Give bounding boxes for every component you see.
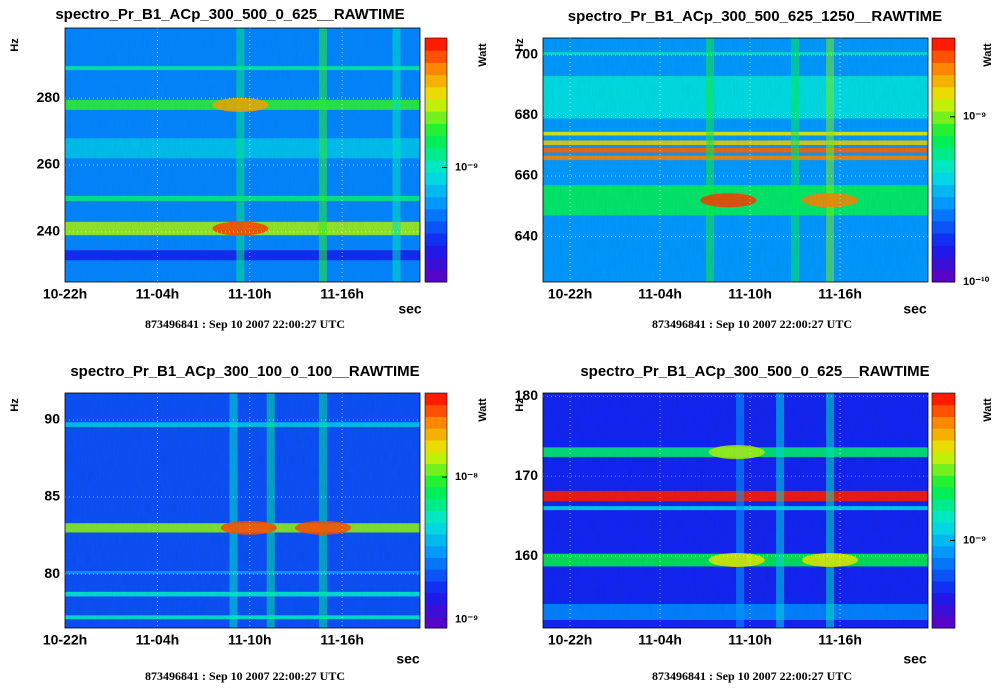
- chart-title: spectro_Pr_B1_ACp_300_500_0_625__RAWTIME: [55, 6, 404, 23]
- y-tick-label: 90: [44, 411, 60, 427]
- y-tick-label: 660: [515, 167, 539, 183]
- y-tick-label: 260: [37, 156, 61, 172]
- y-tick-label: 160: [515, 547, 539, 563]
- colorbar-label: Watt: [477, 43, 489, 67]
- heatmap-panel: 160 170 180 10-22h 11-04h 11-10h 11-16h 10⁻⁹ spe…: [514, 363, 994, 683]
- y-tick-label: 170: [515, 467, 539, 483]
- footnote: 873496841 : Sep 10 2007 22:00:27 UTC: [652, 669, 852, 683]
- colorbar-frame: [931, 37, 956, 283]
- colorbar-frame: [424, 392, 448, 629]
- x-tick-label: 10-22h: [43, 632, 87, 648]
- x-tick-label: 11-16h: [818, 286, 862, 302]
- chart-title: spectro_Pr_B1_ACp_300_500_625_1250__RAWT…: [568, 8, 942, 25]
- heatmap-panel: 240 260 280 10-22h 11-04h 11-10h 11-16h 10⁻⁹ spe…: [9, 6, 489, 331]
- x-tick-label: 10-22h: [43, 286, 87, 302]
- x-tick-label: 11-10h: [728, 286, 772, 302]
- colorbar-label: Watt: [982, 43, 994, 67]
- y-axis-label: Hz: [9, 38, 21, 52]
- colorbar-tick-label: 10⁻⁹: [455, 161, 478, 173]
- x-tick-label: 11-16h: [320, 632, 364, 648]
- heatmap-panel: 640 660 680 700 10-22h 11-04h 11-10h 11-16h 10⁻⁹…: [514, 8, 994, 331]
- x-tick-label: 11-10h: [728, 632, 772, 648]
- y-tick-label: 80: [44, 565, 60, 581]
- x-tick-label: 11-04h: [638, 632, 682, 648]
- chart-title: spectro_Pr_B1_ACp_300_100_0_100__RAWTIME: [70, 363, 419, 380]
- footnote: 873496841 : Sep 10 2007 22:00:27 UTC: [145, 669, 345, 683]
- plot-frame: [64, 392, 421, 629]
- plot-frame: [64, 27, 421, 283]
- colorbar-label: Watt: [982, 398, 994, 422]
- colorbar-tick-label: 10⁻⁸: [455, 471, 478, 483]
- y-tick-label: 85: [44, 488, 60, 504]
- x-tick-label: 10-22h: [548, 286, 592, 302]
- y-tick-label: 680: [515, 106, 539, 122]
- y-tick-label: 700: [515, 46, 539, 62]
- colorbar-tick-label: 10⁻¹⁰: [963, 276, 990, 288]
- x-tick-label: 11-10h: [228, 286, 272, 302]
- footnote: 873496841 : Sep 10 2007 22:00:27 UTC: [145, 317, 345, 331]
- plot-area: [543, 38, 928, 282]
- colorbar-frame: [931, 392, 956, 629]
- x-tick-label: 10-22h: [548, 632, 592, 648]
- x-tick-label: 11-04h: [136, 632, 180, 648]
- x-tick-label: 11-04h: [136, 286, 180, 302]
- heatmap-panel: 80 85 90 10-22h 11-04h 11-10h 11-16h 10⁻⁸ 10⁻⁹ sp…: [9, 363, 489, 683]
- footnote: 873496841 : Sep 10 2007 22:00:27 UTC: [652, 317, 852, 331]
- y-axis-label: Hz: [514, 398, 526, 412]
- plot-area: [543, 393, 928, 628]
- plot-area: [65, 28, 420, 282]
- plot-frame: [542, 37, 929, 283]
- y-tick-label: 240: [37, 223, 61, 239]
- colorbar-tick-label: 10⁻⁹: [963, 534, 986, 546]
- y-tick-label: 280: [37, 89, 61, 105]
- x-axis-label: sec: [398, 301, 422, 317]
- x-tick-label: 11-04h: [638, 286, 682, 302]
- x-tick-label: 11-16h: [320, 286, 364, 302]
- x-axis-label: sec: [903, 301, 927, 317]
- x-axis-label: sec: [903, 651, 927, 667]
- y-axis-label: Hz: [514, 38, 526, 52]
- plot-frame: [542, 392, 929, 629]
- plot-area: [65, 393, 420, 628]
- colorbar-frame: [424, 37, 448, 283]
- x-tick-label: 11-16h: [818, 632, 862, 648]
- x-axis-label: sec: [396, 651, 420, 667]
- colorbar-label: Watt: [477, 398, 489, 422]
- y-tick-label: 180: [515, 387, 539, 403]
- y-axis-label: Hz: [9, 398, 21, 412]
- colorbar-tick-label: 10⁻⁹: [963, 111, 986, 123]
- x-tick-label: 11-10h: [228, 632, 272, 648]
- y-tick-label: 640: [515, 227, 539, 243]
- colorbar-tick-label: 10⁻⁹: [455, 613, 478, 625]
- chart-title: spectro_Pr_B1_ACp_300_500_0_625__RAWTIME: [580, 363, 929, 380]
